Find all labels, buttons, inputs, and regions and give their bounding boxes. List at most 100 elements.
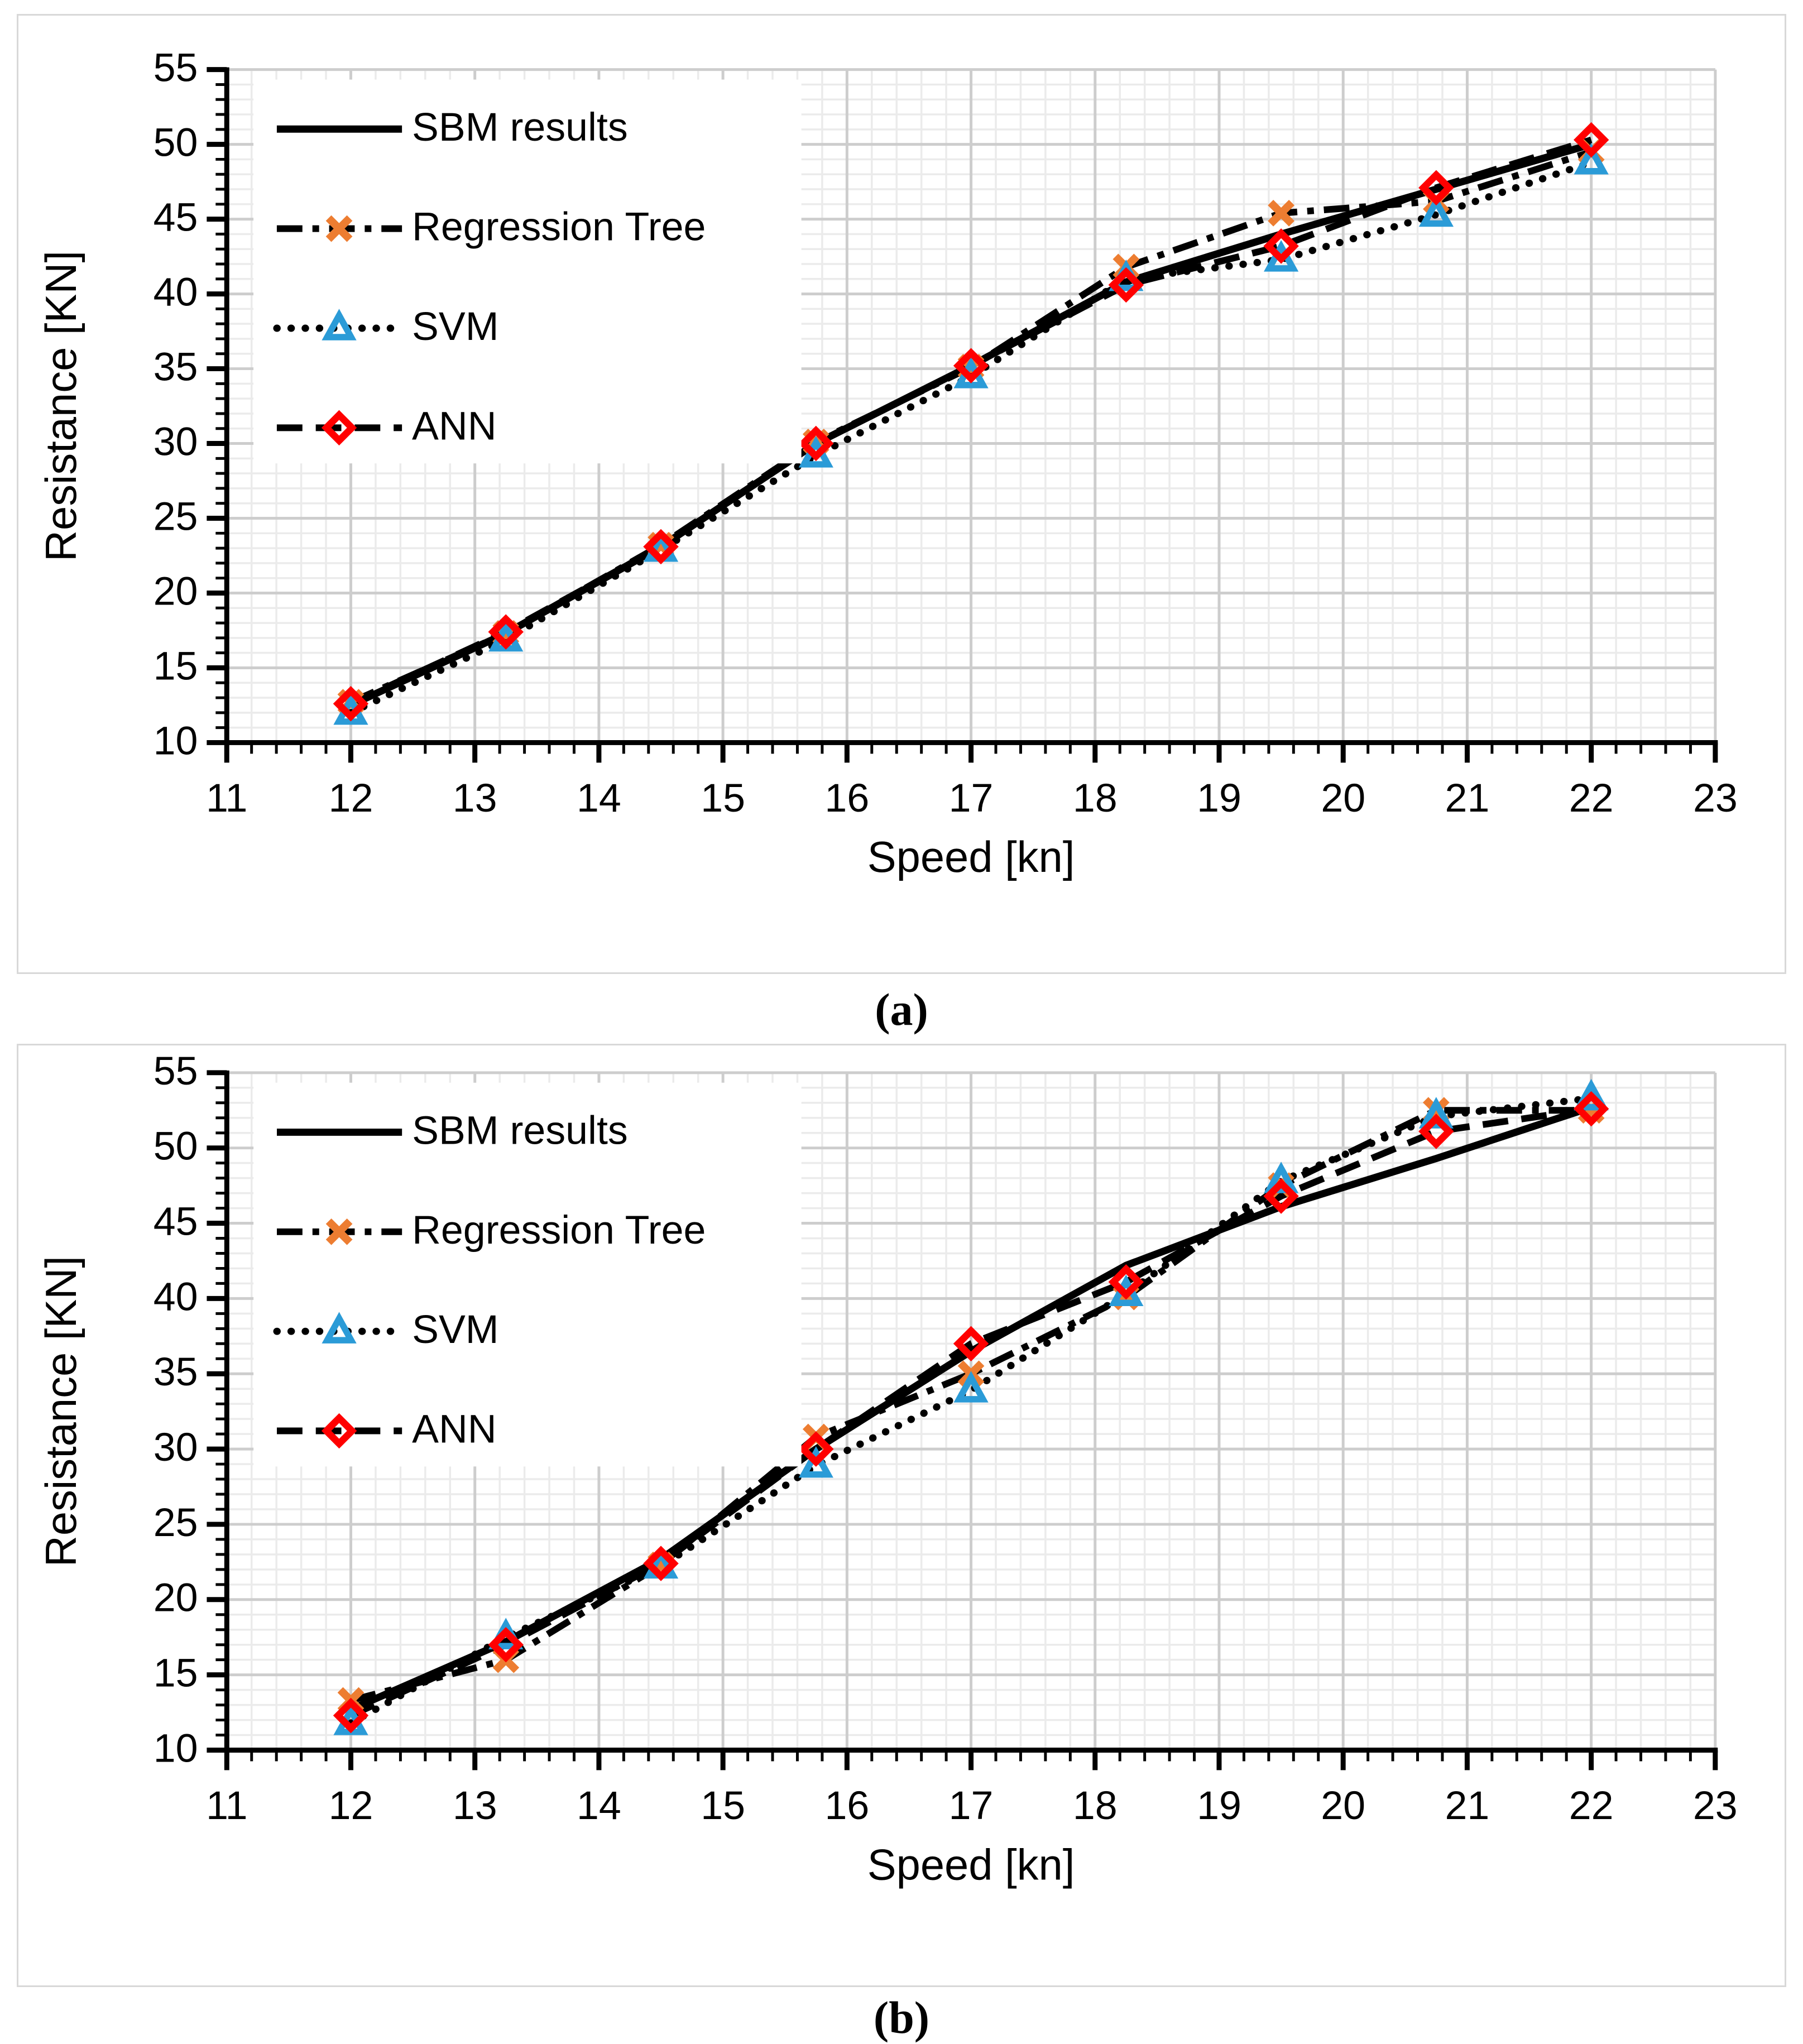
triangle-marker [1574,143,1609,175]
legend-label: SVM [412,1307,498,1352]
triangle-marker [798,1446,833,1478]
x-tick-label: 20 [1321,776,1365,821]
series-lines [347,1095,1595,1727]
y-tick-label: 45 [154,1199,198,1244]
y-tick-label: 30 [154,1425,198,1470]
caption-b: (b) [873,1992,930,2043]
diamond-marker [643,1546,679,1581]
chart-b-canvas: 11 12 13 14 15 16 17 18 19 20 21 22 23 10 15 20 25 30 35 40… [20,1045,1783,1985]
triangle-marker [1418,1097,1454,1129]
legend: SBM results Regression Tree SVM ANN [253,79,802,464]
y-axis-title: Resistance [KN] [37,1256,85,1567]
series-line-sbm-results [349,1103,1593,1713]
diamond-marker [798,425,834,462]
x-tick-label: 16 [824,776,869,821]
x-tick-label: 23 [1693,1783,1738,1828]
y-axis-title: Resistance [KN] [37,251,85,562]
y-tick-label: 20 [154,1576,198,1620]
x-tick-label: 16 [824,1783,869,1828]
y-tick-label: 10 [154,1726,198,1770]
diamond-marker [953,348,989,383]
x-tick-label: 15 [701,776,745,821]
diamond-marker [1573,1091,1609,1127]
diamond-marker [488,1626,524,1663]
axes [207,67,1718,763]
y-tick-label: 45 [154,195,198,240]
chart-a-canvas: 11 12 13 14 15 16 17 18 19 20 21 22 23 10 15 20 25 30 35 40… [20,16,1783,972]
y-tick-label: 25 [154,494,198,539]
triangle-marker [1418,195,1454,227]
diamond-marker [488,614,524,650]
x-tick-label: 21 [1445,1783,1489,1828]
x-tick-label: 22 [1569,1783,1614,1828]
x-tick-label: 11 [206,776,247,821]
diamond-marker [321,1413,357,1449]
diamond-marker [1418,170,1454,206]
y-tick-label: 35 [154,1350,198,1394]
series-line-svm [347,1095,1595,1727]
legend-label: SVM [412,304,498,349]
legend-label: SBM results [412,1108,628,1153]
tick-labels: 11 12 13 14 15 16 17 18 19 20 21 22 23 10 15 20 25 30 35 40… [154,1049,1738,1828]
figure-panel-a: 11 12 13 14 15 16 17 18 19 20 21 22 23 10 15 20 25 30 35 40… [17,14,1786,974]
diamond-marker [1263,228,1299,264]
diamond-marker [643,529,679,565]
diamond-marker [1573,122,1609,158]
tick-labels: 11 12 13 14 15 16 17 18 19 20 21 22 23 10 15 20 25 30 35 40… [154,46,1738,821]
legend-background [253,1082,802,1467]
series-markers [333,1078,1609,1735]
y-tick-label: 50 [154,121,198,165]
y-tick-label: 40 [154,1274,198,1319]
x-tick-label: 21 [1445,776,1490,821]
diamond-marker [333,686,369,722]
x-tick-label: 17 [949,776,994,821]
x-tick-label: 19 [1197,1783,1241,1828]
x-tick-label: 19 [1197,776,1241,821]
diamond-marker [1263,1178,1299,1214]
x-marker [1268,200,1294,227]
y-tick-label: 40 [154,270,198,315]
x-axis-title: Speed [kn] [867,1841,1075,1889]
legend-label: Regression Tree [412,205,706,249]
y-tick-label: 15 [154,644,198,688]
x-tick-label: 13 [453,776,497,821]
y-tick-label: 50 [154,1124,198,1169]
x-tick-label: 12 [329,776,373,821]
diamond-marker [333,1697,369,1734]
x-tick-label: 11 [206,1783,247,1828]
x-tick-label: 12 [329,1783,373,1828]
x-tick-label: 15 [701,1783,745,1828]
diamond-marker [798,1431,834,1467]
y-tick-label: 15 [154,1651,198,1696]
triangle-marker [322,309,357,340]
legend-label: SBM results [412,105,628,150]
y-tick-label: 30 [154,419,198,464]
x-tick-label: 14 [577,1783,621,1828]
legend: SBM results Regression Tree SVM ANN [253,1082,802,1467]
x-tick-label: 20 [1321,1783,1365,1828]
x-tick-label: 18 [1073,776,1118,821]
y-tick-label: 25 [154,1500,198,1545]
figure-panel-b: 11 12 13 14 15 16 17 18 19 20 21 22 23 10 15 20 25 30 35 40… [17,1044,1786,1987]
diamond-marker [1108,267,1144,303]
diamond-marker [321,410,357,446]
caption-a: (a) [875,984,928,1035]
x-tick-label: 13 [453,1783,497,1828]
y-tick-label: 35 [154,345,198,390]
triangle-marker [953,1371,989,1403]
triangle-marker [1263,1162,1299,1193]
y-tick-label: 10 [154,718,198,763]
x-axis-title: Speed [kn] [867,833,1075,881]
legend-background [253,79,802,464]
legend-label: ANN [412,1407,496,1451]
x-tick-label: 14 [577,776,621,821]
y-tick-label: 20 [154,569,198,613]
y-tick-label: 55 [154,46,198,90]
diamond-marker [1108,1264,1144,1300]
series-line-ann [349,1105,1592,1719]
triangle-marker [322,1312,357,1344]
diamond-marker [1418,1114,1454,1149]
x-marker [325,215,353,242]
x-tick-label: 17 [949,1783,994,1828]
triangle-marker [1574,1078,1609,1111]
